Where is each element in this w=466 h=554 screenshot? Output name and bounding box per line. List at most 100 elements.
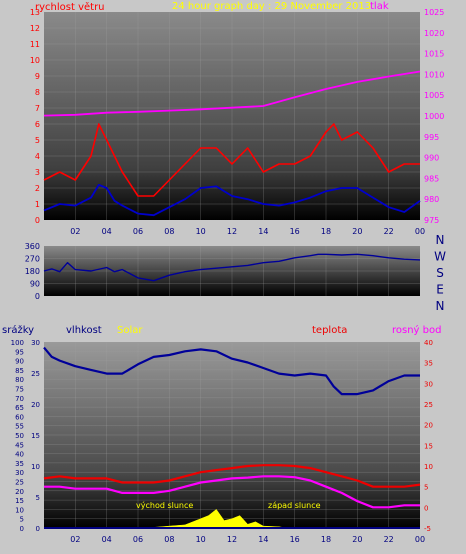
dew-line xyxy=(44,475,420,509)
wind-tick-label: 4 xyxy=(35,152,40,161)
temp-line xyxy=(43,464,421,488)
wind-series xyxy=(43,70,421,217)
direction-tick-label: 360 xyxy=(25,242,40,251)
rain-tick-label: 30 xyxy=(15,469,24,477)
solar-axis-label: Solar xyxy=(117,325,143,336)
x-tick-label: 10 xyxy=(196,227,206,236)
pressure-tick-label: 985 xyxy=(424,174,439,183)
pressure-right-ticks: 975 980 985 990 995 1000 1005 1010 1015 1020 1025 xyxy=(424,8,444,225)
solar-tick-label: 20 xyxy=(31,401,40,409)
direction-grid xyxy=(44,246,420,296)
rain-tick-label: 40 xyxy=(15,451,24,459)
solar-tick-label: 10 xyxy=(31,463,40,471)
pressure-tick-label: 980 xyxy=(424,195,439,204)
wind-tick-label: 10 xyxy=(30,56,40,65)
wind-direction-line xyxy=(43,253,421,282)
rain-tick-label: 45 xyxy=(15,441,24,449)
x-tick-label: 02 xyxy=(70,227,80,236)
humidity-line xyxy=(43,346,420,396)
humidity-temp-panel: 0510152025303540455055606570758085909510… xyxy=(2,324,441,544)
x-tick-label: 18 xyxy=(321,227,331,236)
direction-tick-label: 270 xyxy=(25,255,40,264)
x-tick-label: 06 xyxy=(133,535,143,544)
pressure-tick-label: 1015 xyxy=(424,50,444,59)
avg-line xyxy=(43,183,421,217)
x-tick-label: 12 xyxy=(227,227,237,236)
temp-tick-label: 40 xyxy=(424,339,433,347)
pressure-tick-label: 990 xyxy=(424,154,439,163)
solar-tick-label: 15 xyxy=(31,432,40,440)
rain-tick-label: 50 xyxy=(15,432,24,440)
wind-tick-label: 6 xyxy=(35,120,40,129)
bottom-x-ticks: 02 04 06 08 10 12 14 16 18 20 22 00 xyxy=(70,535,425,544)
solar-tick-label: 25 xyxy=(31,370,40,378)
rain-tick-label: 0 xyxy=(20,525,24,533)
rain-tick-label: 65 xyxy=(15,404,24,412)
pressure-tick-label: 1005 xyxy=(424,91,444,100)
compass-label: W xyxy=(434,250,446,264)
solar-tick-label: 5 xyxy=(36,494,40,502)
sunset-label: západ slunce xyxy=(268,501,321,510)
x-tick-label: 18 xyxy=(321,535,331,544)
temp-tick-label: 15 xyxy=(424,442,433,450)
pressure-tick-label: 1020 xyxy=(424,29,444,38)
rain-tick-label: 60 xyxy=(15,413,24,421)
wind-tick-label: 2 xyxy=(35,184,40,193)
wind-tick-label: 3 xyxy=(35,168,40,177)
x-tick-label: 16 xyxy=(290,535,300,544)
wind-tick-label: 11 xyxy=(30,40,40,49)
pressure-tick-label: 1025 xyxy=(424,8,444,17)
x-tick-label: 14 xyxy=(258,535,268,544)
temp-tick-label: 20 xyxy=(424,422,433,430)
temp-tick-label: 0 xyxy=(424,504,428,512)
dewpoint-axis-label: rosný bod xyxy=(392,324,441,336)
x-tick-label: 08 xyxy=(164,535,174,544)
wind-tick-label: 12 xyxy=(30,24,40,33)
rain-axis-label: srážky xyxy=(2,324,34,336)
x-tick-label: 02 xyxy=(70,535,80,544)
x-tick-label: 06 xyxy=(133,227,143,236)
gust-line xyxy=(43,123,420,197)
rain-tick-label: 15 xyxy=(15,497,24,505)
compass-label: N xyxy=(436,299,445,313)
wind-tick-label: 8 xyxy=(35,88,40,97)
pressure-tick-label: 1010 xyxy=(424,70,444,79)
x-tick-label: 22 xyxy=(384,535,394,544)
direction-tick-label: 180 xyxy=(25,267,40,276)
pressure-tick-label: 995 xyxy=(424,133,439,142)
rain-tick-label: 55 xyxy=(15,423,24,431)
direction-tick-label: 90 xyxy=(30,280,40,289)
x-tick-label: 20 xyxy=(352,227,362,236)
x-tick-label: 22 xyxy=(384,227,394,236)
temp-tick-label: 5 xyxy=(424,484,428,492)
chart-title: 24 hour graph day : 29 November 2013 xyxy=(172,1,371,12)
direction-left-ticks: 0 90 180 270 360 xyxy=(25,242,40,301)
solar-mid-ticks: 0 5 10 15 20 25 30 xyxy=(31,339,40,533)
wind-tick-label: 9 xyxy=(35,72,40,81)
rain-tick-label: 85 xyxy=(15,367,24,375)
rain-tick-label: 5 xyxy=(20,516,24,524)
x-tick-label: 00 xyxy=(415,535,425,544)
rain-tick-label: 100 xyxy=(11,339,24,347)
wind-axis-label: rychlost větru xyxy=(35,1,105,13)
wind-x-ticks: 02 04 06 08 10 12 14 16 18 20 22 00 xyxy=(70,227,425,236)
x-tick-label: 08 xyxy=(164,227,174,236)
wind-tick-label: 5 xyxy=(35,136,40,145)
bottom-grid xyxy=(44,342,420,528)
solar-area xyxy=(145,509,287,529)
temp-tick-label: 30 xyxy=(424,380,433,388)
x-tick-label: 04 xyxy=(102,535,112,544)
rain-tick-label: 25 xyxy=(15,479,24,487)
temp-right-ticks: -5 0 5 10 15 20 25 30 35 40 xyxy=(424,339,433,533)
wind-tick-label: 0 xyxy=(35,216,40,225)
wind-tick-label: 1 xyxy=(35,200,40,209)
wind-tick-label: 13 xyxy=(30,8,40,17)
x-tick-label: 00 xyxy=(415,227,425,236)
sunrise-label: východ slunce xyxy=(136,501,193,510)
x-tick-label: 10 xyxy=(196,535,206,544)
